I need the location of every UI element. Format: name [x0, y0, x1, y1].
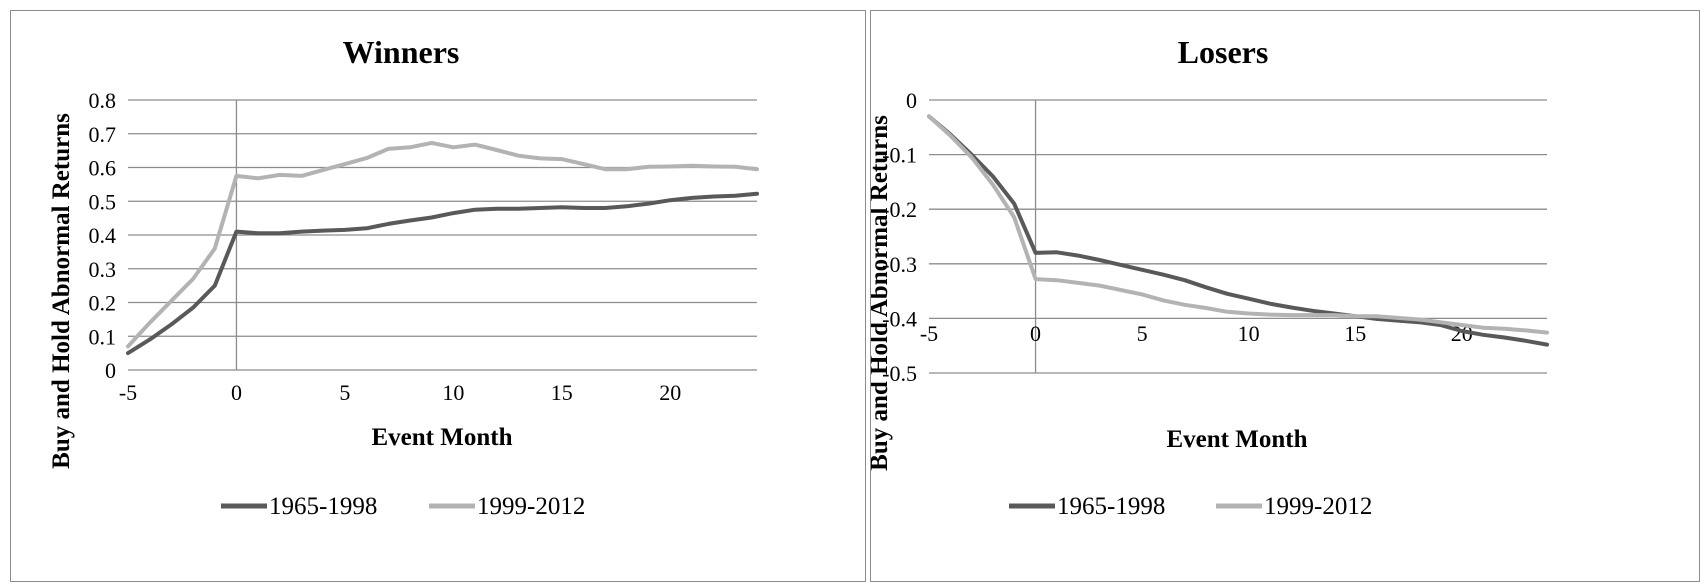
x-tick-label: 5 — [339, 380, 350, 405]
x-tick-label: 10 — [1238, 321, 1260, 346]
y-tick-label: 0.8 — [89, 88, 117, 113]
losers-chart-panel: Losers Buy and Hold Abnormal Returns Eve… — [870, 10, 1700, 582]
losers-chart: Losers Buy and Hold Abnormal Returns Eve… — [871, 34, 1549, 520]
y-tick-label: -0.2 — [882, 197, 917, 222]
y-tick-label: 0.2 — [89, 291, 117, 316]
y-tick-label: 0 — [105, 358, 116, 383]
y-axis-title: Buy and Hold Abnormal Returns — [48, 113, 75, 469]
series-line-1965-1998 — [927, 114, 1549, 347]
x-axis-title: Event Month — [1167, 426, 1308, 453]
y-tick-label: 0.6 — [89, 156, 117, 181]
y-tick-label: 0.4 — [89, 223, 117, 248]
x-tick-label: 5 — [1137, 321, 1148, 346]
y-tick-label: -0.4 — [882, 306, 917, 331]
x-tick-label: 15 — [551, 380, 573, 405]
x-tick-label: 15 — [1344, 321, 1366, 346]
winners-chart: Winners Buy and Hold Abnormal Returns Ev… — [48, 34, 759, 520]
y-tick-label: 0.3 — [89, 257, 117, 282]
legend-label: 1999-2012 — [1264, 493, 1372, 520]
legend-label: 1965-1998 — [1057, 493, 1165, 520]
y-tick-label: 0.1 — [89, 324, 117, 349]
x-tick-label: 10 — [442, 380, 464, 405]
x-axis-title: Event Month — [372, 424, 513, 451]
y-tick-label: -0.3 — [882, 252, 917, 277]
x-tick-label: 0 — [1030, 321, 1041, 346]
x-tick-label: 0 — [231, 380, 242, 405]
y-axis-title: Buy and Hold Abnormal Returns — [871, 115, 893, 471]
y-tick-label: 0.5 — [89, 189, 117, 214]
x-tick-label: -5 — [920, 321, 938, 346]
series-line-1999-2012 — [126, 140, 759, 349]
x-tick-label: -5 — [119, 380, 137, 405]
y-tick-label: 0 — [906, 88, 917, 113]
winners-chart-panel: Winners Buy and Hold Abnormal Returns Ev… — [10, 10, 866, 582]
x-tick-label: 20 — [659, 380, 681, 405]
chart-title: Winners — [343, 34, 460, 70]
legend-label: 1999-2012 — [477, 493, 585, 520]
y-tick-label: -0.1 — [882, 143, 917, 168]
chart-title: Losers — [1178, 34, 1269, 70]
y-tick-label: 0.7 — [89, 122, 117, 147]
series-line-1999-2012 — [927, 114, 1549, 335]
y-tick-label: -0.5 — [882, 361, 917, 386]
series-line-1965-1998 — [126, 191, 759, 356]
legend-label: 1965-1998 — [269, 493, 377, 520]
